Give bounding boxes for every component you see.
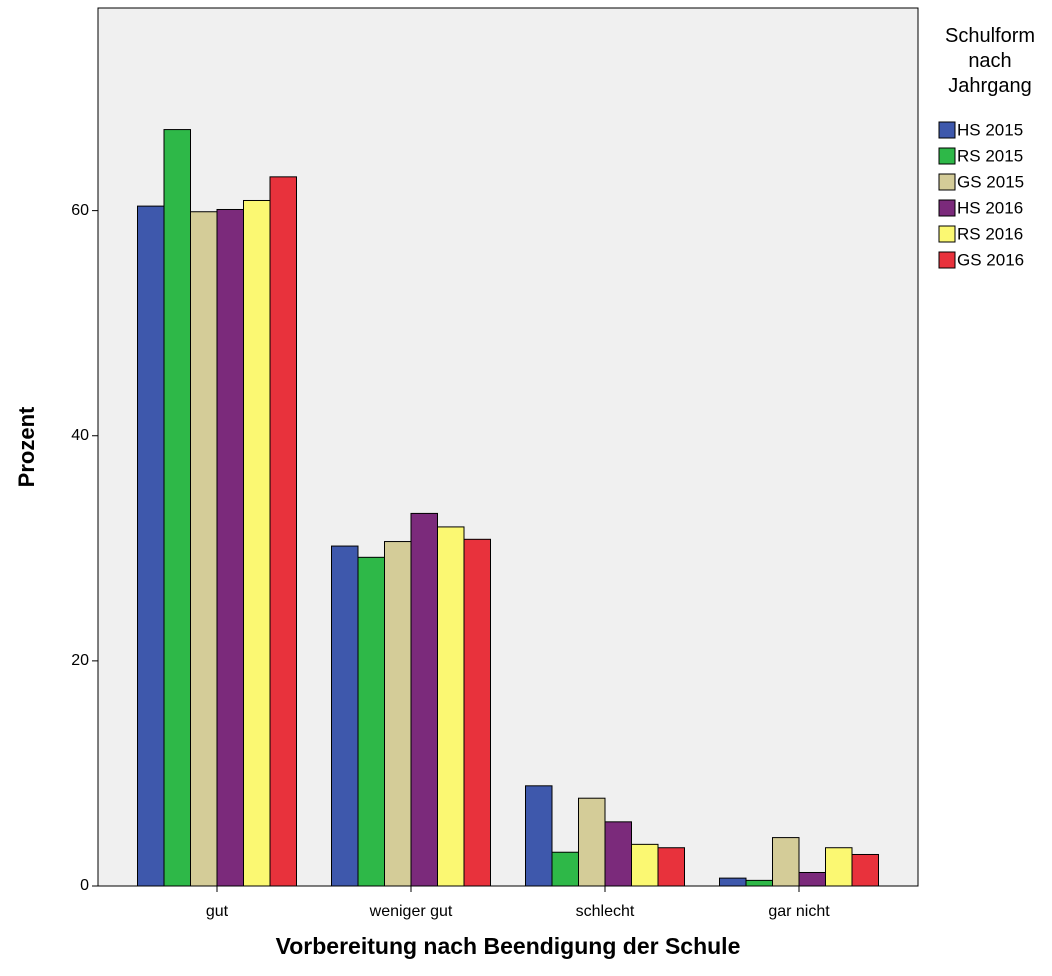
bar [216,208,244,887]
bar [657,847,685,887]
bar [798,871,826,887]
x-tick-label: gut [206,903,229,920]
bar [551,851,579,887]
x-tick-label: schlecht [576,903,635,920]
y-tick-label: 0 [80,877,89,894]
legend-label: RS 2016 [957,224,1023,243]
bar [437,526,465,887]
y-tick-label: 20 [71,652,89,669]
bar [825,847,853,887]
legend-label: GS 2016 [957,250,1024,269]
legend-swatch [938,199,956,217]
x-tick-label: gar nicht [768,903,830,920]
bar [719,877,747,887]
legend-swatch [938,121,956,139]
legend-label: HS 2016 [957,198,1023,217]
bar [631,843,659,887]
legend-label: RS 2015 [957,146,1023,165]
bar [410,512,438,887]
legend-swatch [938,251,956,269]
bar [331,545,359,887]
bar [190,211,218,887]
bar [772,837,800,887]
legend-swatch [938,173,956,191]
bar [525,785,553,887]
bar [243,199,271,887]
y-tick-label: 60 [71,202,89,219]
bar [851,853,879,887]
bar [578,797,606,887]
x-tick-label: weniger gut [369,903,453,920]
y-tick-label: 40 [71,427,89,444]
legend-label: GS 2015 [957,172,1024,191]
x-axis-title: Vorbereitung nach Beendigung der Schule [276,933,741,959]
bar [137,205,165,887]
bar [269,176,297,887]
legend-swatch [938,225,956,243]
bar [463,538,491,887]
bar [604,821,632,887]
bar [384,541,412,887]
legend-title: Schulform nach Jahrgang [944,25,1036,97]
bar [357,556,385,887]
bar [163,129,191,887]
legend-swatch [938,147,956,165]
y-axis-title: Prozent [14,406,39,487]
bar [745,879,773,887]
legend-label: HS 2015 [957,120,1023,139]
